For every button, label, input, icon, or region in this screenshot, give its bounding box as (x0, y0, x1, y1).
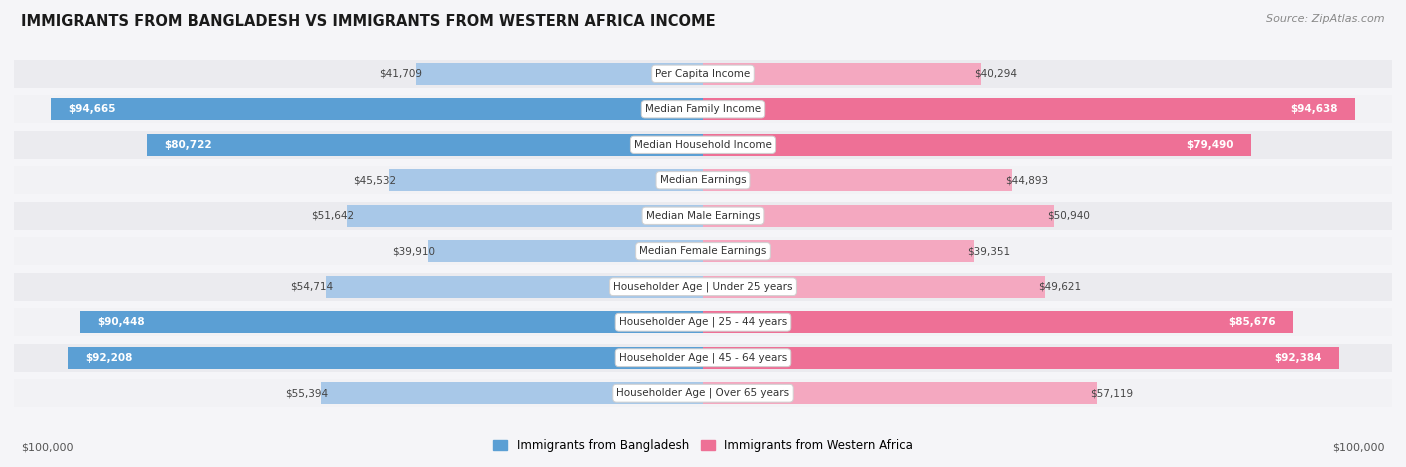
Bar (14, 308, 1392, 336)
Text: $94,638: $94,638 (1291, 104, 1337, 114)
Bar (14, 237, 1392, 265)
Text: $100,000: $100,000 (1333, 443, 1385, 453)
Bar (703, 98, 1355, 120)
Text: $92,208: $92,208 (84, 353, 132, 363)
Bar (389, 169, 703, 191)
Bar (14, 237, 1392, 265)
Bar (14, 60, 1392, 88)
Bar (326, 276, 703, 298)
Text: $40,294: $40,294 (974, 69, 1017, 79)
Text: $80,722: $80,722 (165, 140, 212, 150)
Bar (14, 344, 1392, 372)
Text: $39,910: $39,910 (392, 246, 434, 256)
Bar (14, 308, 1392, 336)
Bar (14, 60, 1392, 88)
Bar (703, 240, 974, 262)
Bar (80, 311, 703, 333)
Text: $44,893: $44,893 (1005, 175, 1049, 185)
Text: Householder Age | 25 - 44 years: Householder Age | 25 - 44 years (619, 317, 787, 327)
Text: $100,000: $100,000 (21, 443, 73, 453)
Bar (703, 63, 980, 85)
Text: Householder Age | Under 25 years: Householder Age | Under 25 years (613, 282, 793, 292)
Bar (703, 347, 1340, 369)
Bar (67, 347, 703, 369)
Bar (51, 98, 703, 120)
Bar (703, 382, 1097, 404)
Text: IMMIGRANTS FROM BANGLADESH VS IMMIGRANTS FROM WESTERN AFRICA INCOME: IMMIGRANTS FROM BANGLADESH VS IMMIGRANTS… (21, 14, 716, 29)
Bar (14, 95, 1392, 123)
Bar (322, 382, 703, 404)
Text: $39,351: $39,351 (967, 246, 1011, 256)
Bar (14, 344, 1392, 372)
Text: $50,940: $50,940 (1047, 211, 1090, 221)
Text: Median Female Earnings: Median Female Earnings (640, 246, 766, 256)
Bar (703, 311, 1294, 333)
Bar (14, 202, 1392, 230)
Text: $41,709: $41,709 (380, 69, 423, 79)
Text: $54,714: $54,714 (290, 282, 333, 292)
Bar (14, 131, 1392, 159)
Bar (14, 131, 1392, 159)
Bar (14, 379, 1392, 407)
Text: Householder Age | Over 65 years: Householder Age | Over 65 years (616, 388, 790, 398)
Text: Per Capita Income: Per Capita Income (655, 69, 751, 79)
Bar (703, 134, 1251, 156)
Text: $85,676: $85,676 (1229, 317, 1277, 327)
Bar (14, 379, 1392, 407)
Text: $57,119: $57,119 (1090, 388, 1133, 398)
Text: Source: ZipAtlas.com: Source: ZipAtlas.com (1267, 14, 1385, 24)
Text: $45,532: $45,532 (353, 175, 396, 185)
Text: $79,490: $79,490 (1185, 140, 1233, 150)
Text: Householder Age | 45 - 64 years: Householder Age | 45 - 64 years (619, 353, 787, 363)
Bar (347, 205, 703, 227)
Text: $94,665: $94,665 (67, 104, 115, 114)
Text: Median Household Income: Median Household Income (634, 140, 772, 150)
Text: $90,448: $90,448 (97, 317, 145, 327)
Bar (703, 169, 1012, 191)
Bar (14, 202, 1392, 230)
Legend: Immigrants from Bangladesh, Immigrants from Western Africa: Immigrants from Bangladesh, Immigrants f… (488, 434, 918, 456)
Bar (416, 63, 703, 85)
Bar (703, 276, 1045, 298)
Bar (146, 134, 703, 156)
Bar (14, 166, 1392, 194)
Bar (14, 273, 1392, 301)
Text: Median Earnings: Median Earnings (659, 175, 747, 185)
Text: $51,642: $51,642 (311, 211, 354, 221)
Text: $92,384: $92,384 (1275, 353, 1322, 363)
Text: $49,621: $49,621 (1038, 282, 1081, 292)
Text: $55,394: $55,394 (285, 388, 328, 398)
Bar (14, 273, 1392, 301)
Bar (14, 166, 1392, 194)
Text: Median Family Income: Median Family Income (645, 104, 761, 114)
Text: Median Male Earnings: Median Male Earnings (645, 211, 761, 221)
Bar (14, 95, 1392, 123)
Bar (703, 205, 1054, 227)
Bar (427, 240, 703, 262)
